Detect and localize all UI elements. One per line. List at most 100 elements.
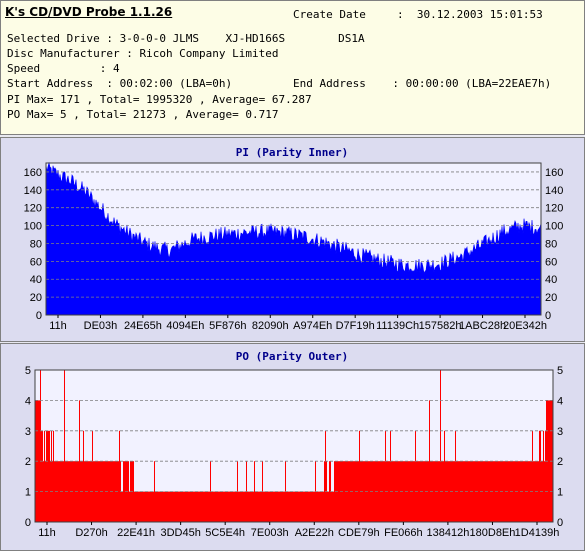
pi-plot-border [45,162,542,316]
po-x-tick: 5C5E4h [205,527,245,539]
po-bar [314,491,315,522]
po-bar [221,491,222,522]
po-bar [142,491,143,522]
po-bar [239,491,240,522]
po-bar [305,491,306,522]
po-bar [181,491,182,522]
po-bar [256,491,257,522]
po-bar [170,491,171,522]
po-bar [269,491,270,522]
po-bar [93,461,94,522]
po-bar [208,491,209,522]
po-bar [179,491,180,522]
po-bar [149,491,150,522]
po-bar [74,461,75,522]
po-bar [523,461,524,522]
po-bar [265,491,266,522]
po-x-tick: 22E41h [117,527,155,539]
po-bar [312,491,313,522]
po-bar [160,491,161,522]
po-bar [173,491,174,522]
po-bar [389,461,390,522]
po-bar [165,491,166,522]
po-bar [184,491,185,522]
po-bar [92,430,93,522]
po-bar [128,461,129,522]
po-bar [394,461,395,522]
po-bar [483,461,484,522]
po-bar [419,461,420,522]
po-bar [223,491,224,522]
po-bar [260,491,261,522]
po-bar [69,461,70,522]
po-bar [359,430,360,522]
po-bar [468,461,469,522]
po-bar [294,491,295,522]
pi-x-tick: 157582h [419,320,462,332]
po-bar [548,400,549,522]
po-bar [321,491,322,522]
po-bar [219,491,220,522]
pi-x-tick: DE03h [84,320,118,332]
start-address: Start Address : 00:02:00 (LBA=0h) [7,77,233,90]
po-bar [226,491,227,522]
po-bar [113,461,114,522]
po-bar [280,491,281,522]
po-bar [133,461,134,522]
po-bar [258,491,259,522]
po-bar [136,491,137,522]
po-bar [503,461,504,522]
pi-series-area [45,161,542,316]
po-bar [197,491,198,522]
pi-y-tick-right: 100 [545,221,563,233]
po-bar [317,491,318,522]
po-bar [529,461,530,522]
po-bar [176,491,177,522]
po-bar [164,491,165,522]
po-bar [275,491,276,522]
po-bar [217,491,218,522]
po-bar [327,491,328,522]
po-y-tick-left: 5 [25,365,31,377]
po-y-tick-right: 4 [557,395,563,407]
po-bar [328,491,329,522]
po-bar [304,491,305,522]
po-bar [433,461,434,522]
po-bar [172,491,173,522]
po-bar [114,461,115,522]
po-bar [519,461,520,522]
po-bar [444,430,445,522]
po-bar [338,461,339,522]
po-bar [244,491,245,522]
pi-chart-title: PI (Parity Inner) [236,146,349,159]
po-bar [53,430,54,522]
po-bar [543,430,544,522]
po-bar [103,461,104,522]
po-bar [518,461,519,522]
po-bar [301,491,302,522]
po-bar [242,491,243,522]
pi-x-tick: 11139Ch [376,320,419,332]
po-bar [253,491,254,522]
po-bar [331,491,332,522]
po-bar [167,491,168,522]
po-bar [59,461,60,522]
po-bar [139,491,140,522]
po-bar [185,491,186,522]
po-bar [89,461,90,522]
po-bar [538,461,539,522]
po-bar [174,491,175,522]
po-bar [230,491,231,522]
po-bar [182,491,183,522]
po-bar [141,491,142,522]
po-bar [140,491,141,522]
po-bar [374,461,375,522]
po-bar [266,491,267,522]
po-bar [189,491,190,522]
po-bar [524,461,525,522]
po-bar [348,461,349,522]
po-bar [39,400,40,522]
po-bar [414,461,415,522]
po-bar [504,461,505,522]
po-chart: PO (Parity Outer) 0 0 1 1 2 2 3 3 4 4 5 5 11h D270h 22… [25,350,563,539]
